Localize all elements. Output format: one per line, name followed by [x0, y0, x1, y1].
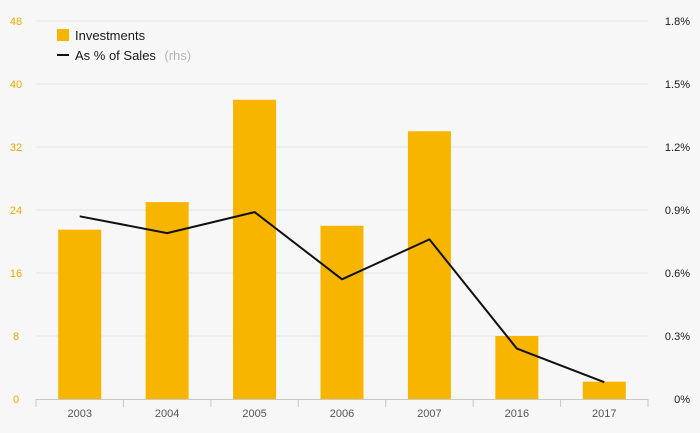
right-tick-label: 0.9%: [665, 205, 690, 217]
left-tick-label: 40: [10, 79, 22, 91]
right-tick-label: 0.3%: [665, 331, 690, 343]
left-y-axis: 0 8 16 24 32 40 48: [10, 16, 22, 406]
legend-label-sales-pct-wrap: As % of Sales (rhs): [75, 47, 191, 64]
left-tick-label: 48: [10, 16, 22, 28]
left-tick-label: 0: [13, 394, 19, 406]
right-tick-label: 1.8%: [665, 16, 690, 28]
x-tick-label: 2017: [592, 408, 616, 420]
bar-2016: [495, 336, 539, 399]
left-tick-label: 8: [13, 331, 19, 343]
x-tick-label: 2007: [417, 408, 441, 420]
x-tick-label: 2005: [242, 408, 266, 420]
legend-label-rhs-note: (rhs): [164, 48, 191, 63]
investment-bars: [58, 99, 626, 399]
bar-2003: [58, 229, 102, 399]
right-tick-label: 1.2%: [665, 142, 690, 154]
x-tick-label: 2016: [505, 408, 529, 420]
legend: Investments As % of Sales (rhs): [57, 28, 191, 64]
x-tick-label: 2003: [67, 408, 91, 420]
sales-pct-line: [79, 211, 605, 384]
bar-2017: [582, 381, 626, 399]
right-tick-label: 0%: [674, 394, 690, 406]
right-tick-label: 1.5%: [665, 79, 690, 91]
legend-swatch-investments: [57, 29, 69, 41]
legend-label-investments: Investments: [75, 28, 146, 43]
left-tick-label: 32: [10, 142, 22, 154]
bar-2005: [233, 99, 277, 399]
right-y-axis: 0% 0.3% 0.6% 0.9% 1.2% 1.5% 1.8%: [665, 16, 690, 406]
legend-label-sales-pct: As % of Sales: [75, 48, 156, 63]
x-tick-label: 2004: [155, 408, 179, 420]
right-tick-label: 0.6%: [665, 268, 690, 280]
left-tick-label: 24: [10, 205, 22, 217]
gridlines: [36, 20, 648, 337]
x-tick-label: 2006: [330, 408, 354, 420]
x-axis: 2003 2004 2005 2006 2007 2016 2017: [35, 399, 649, 420]
bar-2007: [407, 131, 451, 399]
left-tick-label: 16: [10, 268, 22, 280]
bar-2006: [320, 225, 364, 399]
bar-2004: [145, 202, 189, 399]
